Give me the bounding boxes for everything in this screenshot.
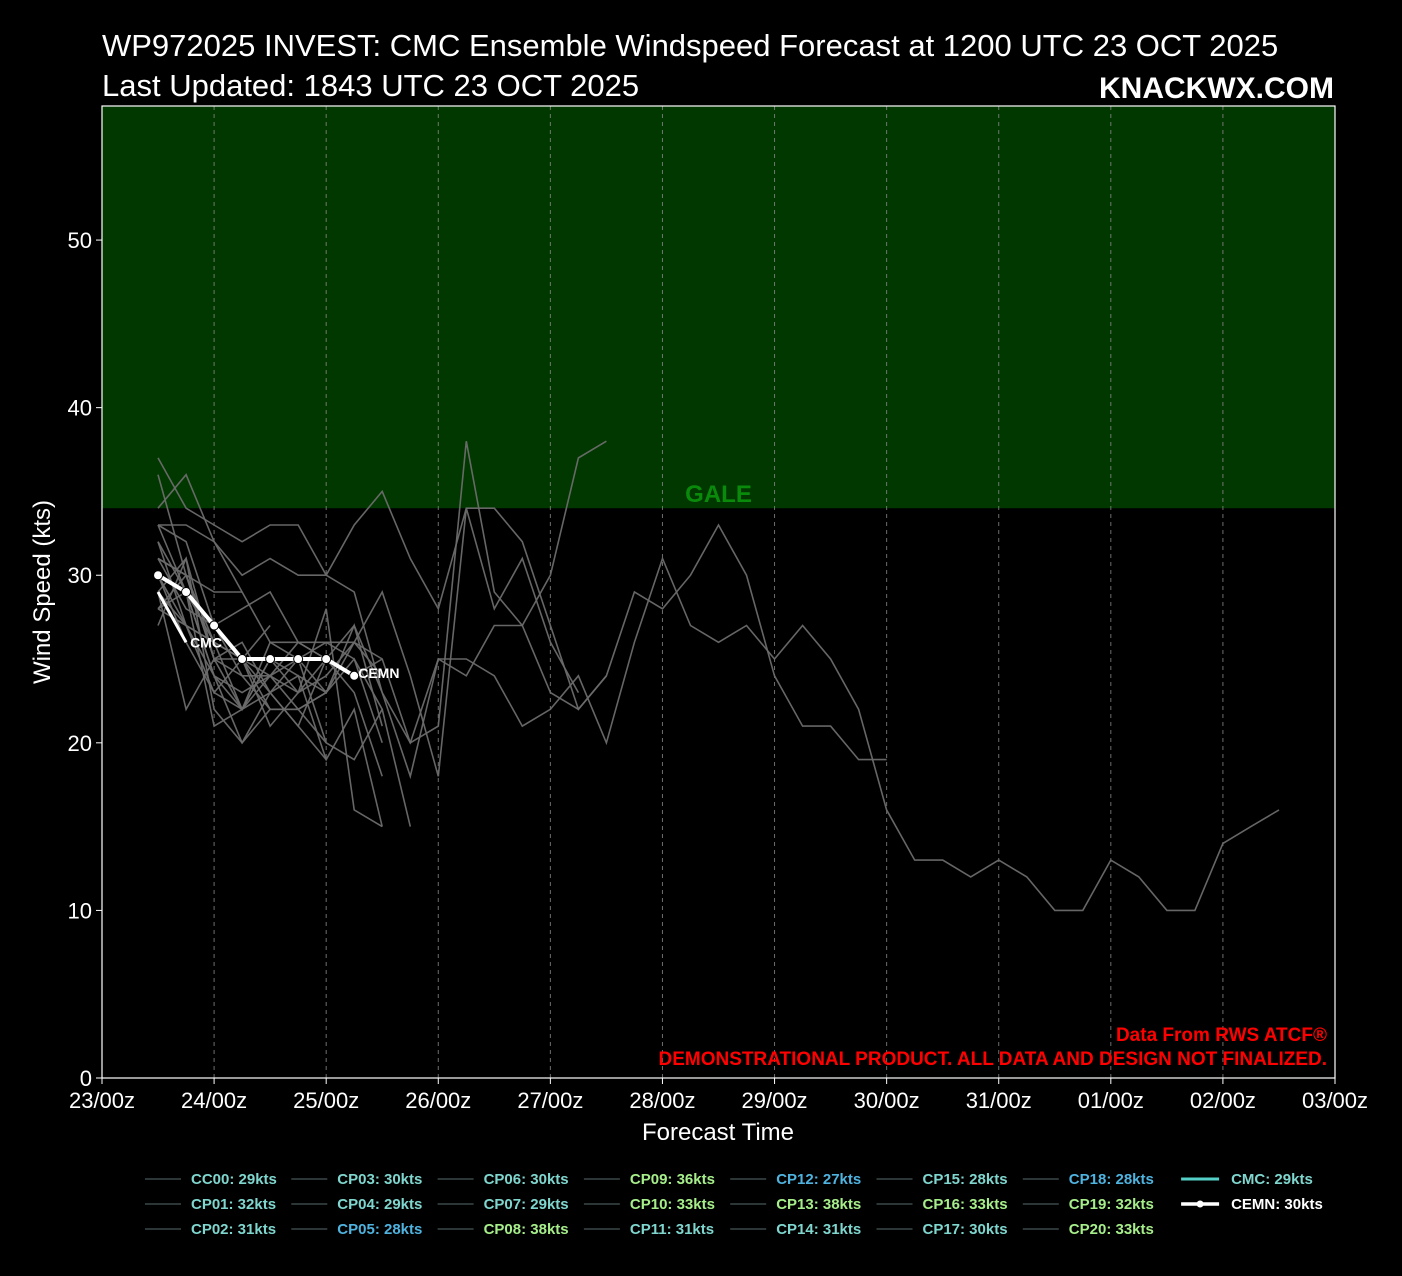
data-point-cemn <box>209 620 220 631</box>
series-line-cp07 <box>157 591 383 828</box>
series-line-cp14 <box>157 556 1280 912</box>
legend-entry-label: CP01: 32kts <box>191 1196 276 1213</box>
x-tick-label: 02/00z <box>1190 1088 1256 1113</box>
legend-entry-label: CP15: 28kts <box>923 1171 1008 1188</box>
x-tick-label: 03/00z <box>1302 1088 1368 1113</box>
legend-entry-label: CP10: 33kts <box>630 1196 715 1213</box>
plot-area: GALE CMC CEMN <box>101 105 1336 1079</box>
series-line-cp10 <box>158 489 887 761</box>
legend-entry-label: CP11: 31kts <box>630 1221 714 1238</box>
y-axis-ticks: 0 10 20 30 40 50 <box>68 228 102 1091</box>
legend-entry-label: CP04: 29kts <box>337 1196 422 1213</box>
x-tick-label: 31/00z <box>966 1088 1032 1113</box>
x-tick-label: 25/00z <box>293 1088 359 1113</box>
series-line-cp20 <box>157 524 383 744</box>
x-tick-label: 28/00z <box>629 1088 695 1113</box>
data-point-cemn <box>349 670 360 681</box>
x-tick-label: 27/00z <box>517 1088 583 1113</box>
x-tick-label: 26/00z <box>405 1088 471 1113</box>
legend: CC00: 29kts CP01: 32kts CP02: 31kts CP03: 3… <box>145 1171 1323 1238</box>
x-tick-label: 23/00z <box>69 1088 135 1113</box>
x-tick-label: 29/00z <box>742 1088 808 1113</box>
legend-entry-label: CP09: 36kts <box>630 1171 715 1188</box>
legend-entry-label: CEMN: 30kts <box>1231 1196 1323 1213</box>
legend-entry-label: CP14: 31kts <box>776 1221 861 1238</box>
legend-entry-label: CP05: 28kts <box>337 1221 422 1238</box>
y-axis-label: Wind Speed (kts) <box>29 500 56 684</box>
legend-entry-label: CP02: 31kts <box>191 1221 276 1238</box>
disclaimer-text: DEMONSTRATIONAL PRODUCT. ALL DATA AND DE… <box>659 1049 1328 1070</box>
series-label-cmc: CMC <box>190 634 222 650</box>
y-tick-label: 20 <box>68 731 92 756</box>
gale-threshold-label: GALE <box>685 481 752 508</box>
legend-entry-label: CP17: 30kts <box>923 1221 1008 1238</box>
x-axis-label: Forecast Time <box>642 1119 794 1146</box>
x-tick-label: 01/00z <box>1078 1088 1144 1113</box>
legend-entry-label: CP07: 29kts <box>484 1196 569 1213</box>
legend-entry-label: CMC: 29kts <box>1231 1171 1313 1188</box>
series-label-cemn: CEMN <box>358 665 399 681</box>
chart-title: WP972025 INVEST: CMC Ensemble Windspeed … <box>102 28 1278 63</box>
series-line-cp12 <box>157 556 383 761</box>
legend-entry-label: CP08: 38kts <box>484 1221 569 1238</box>
legend-entry-label: CP13: 38kts <box>776 1196 861 1213</box>
y-tick-label: 10 <box>68 898 92 923</box>
y-tick-label: 40 <box>68 396 92 421</box>
x-tick-label: 24/00z <box>181 1088 247 1113</box>
series-line-cp16 <box>157 524 327 744</box>
y-tick-label: 50 <box>68 228 92 253</box>
data-point-cemn <box>293 654 304 665</box>
y-tick-label: 30 <box>68 563 92 588</box>
gale-threshold-band <box>102 106 1335 509</box>
legend-marker-cemn <box>1196 1200 1204 1208</box>
legend-entry-label: CP20: 33kts <box>1069 1221 1154 1238</box>
legend-entry-label: CP06: 30kts <box>484 1171 569 1188</box>
legend-entry-label: CP16: 33kts <box>923 1196 1008 1213</box>
legend-entry-label: CC00: 29kts <box>191 1171 277 1188</box>
legend-entry-label: CP18: 28kts <box>1069 1171 1154 1188</box>
series-line-cmc <box>156 591 188 644</box>
x-tick-label: 30/00z <box>854 1088 920 1113</box>
legend-entry-label: CP19: 32kts <box>1069 1196 1154 1213</box>
legend-entry-label: CP03: 30kts <box>337 1171 422 1188</box>
data-point-cemn <box>237 654 248 665</box>
data-point-cemn <box>321 654 332 665</box>
series-line-cp08 <box>157 440 607 744</box>
x-axis-ticks: 23/00z 24/00z 25/00z 26/00z 27/00z 28/00z 29/0… <box>69 1078 1368 1113</box>
plot-frame <box>101 105 1336 1079</box>
data-source-credit: Data From RWS ATCF® <box>1116 1025 1327 1046</box>
legend-entry-label: CP12: 27kts <box>776 1171 861 1188</box>
data-point-cemn <box>153 570 164 581</box>
data-point-cemn <box>181 587 192 597</box>
chart-subtitle: Last Updated: 1843 UTC 23 OCT 2025 <box>102 68 639 103</box>
brand-logo-text: KNACKWX.COM <box>1099 72 1334 105</box>
y-tick-label: 0 <box>80 1066 92 1091</box>
data-point-cemn <box>265 654 276 665</box>
